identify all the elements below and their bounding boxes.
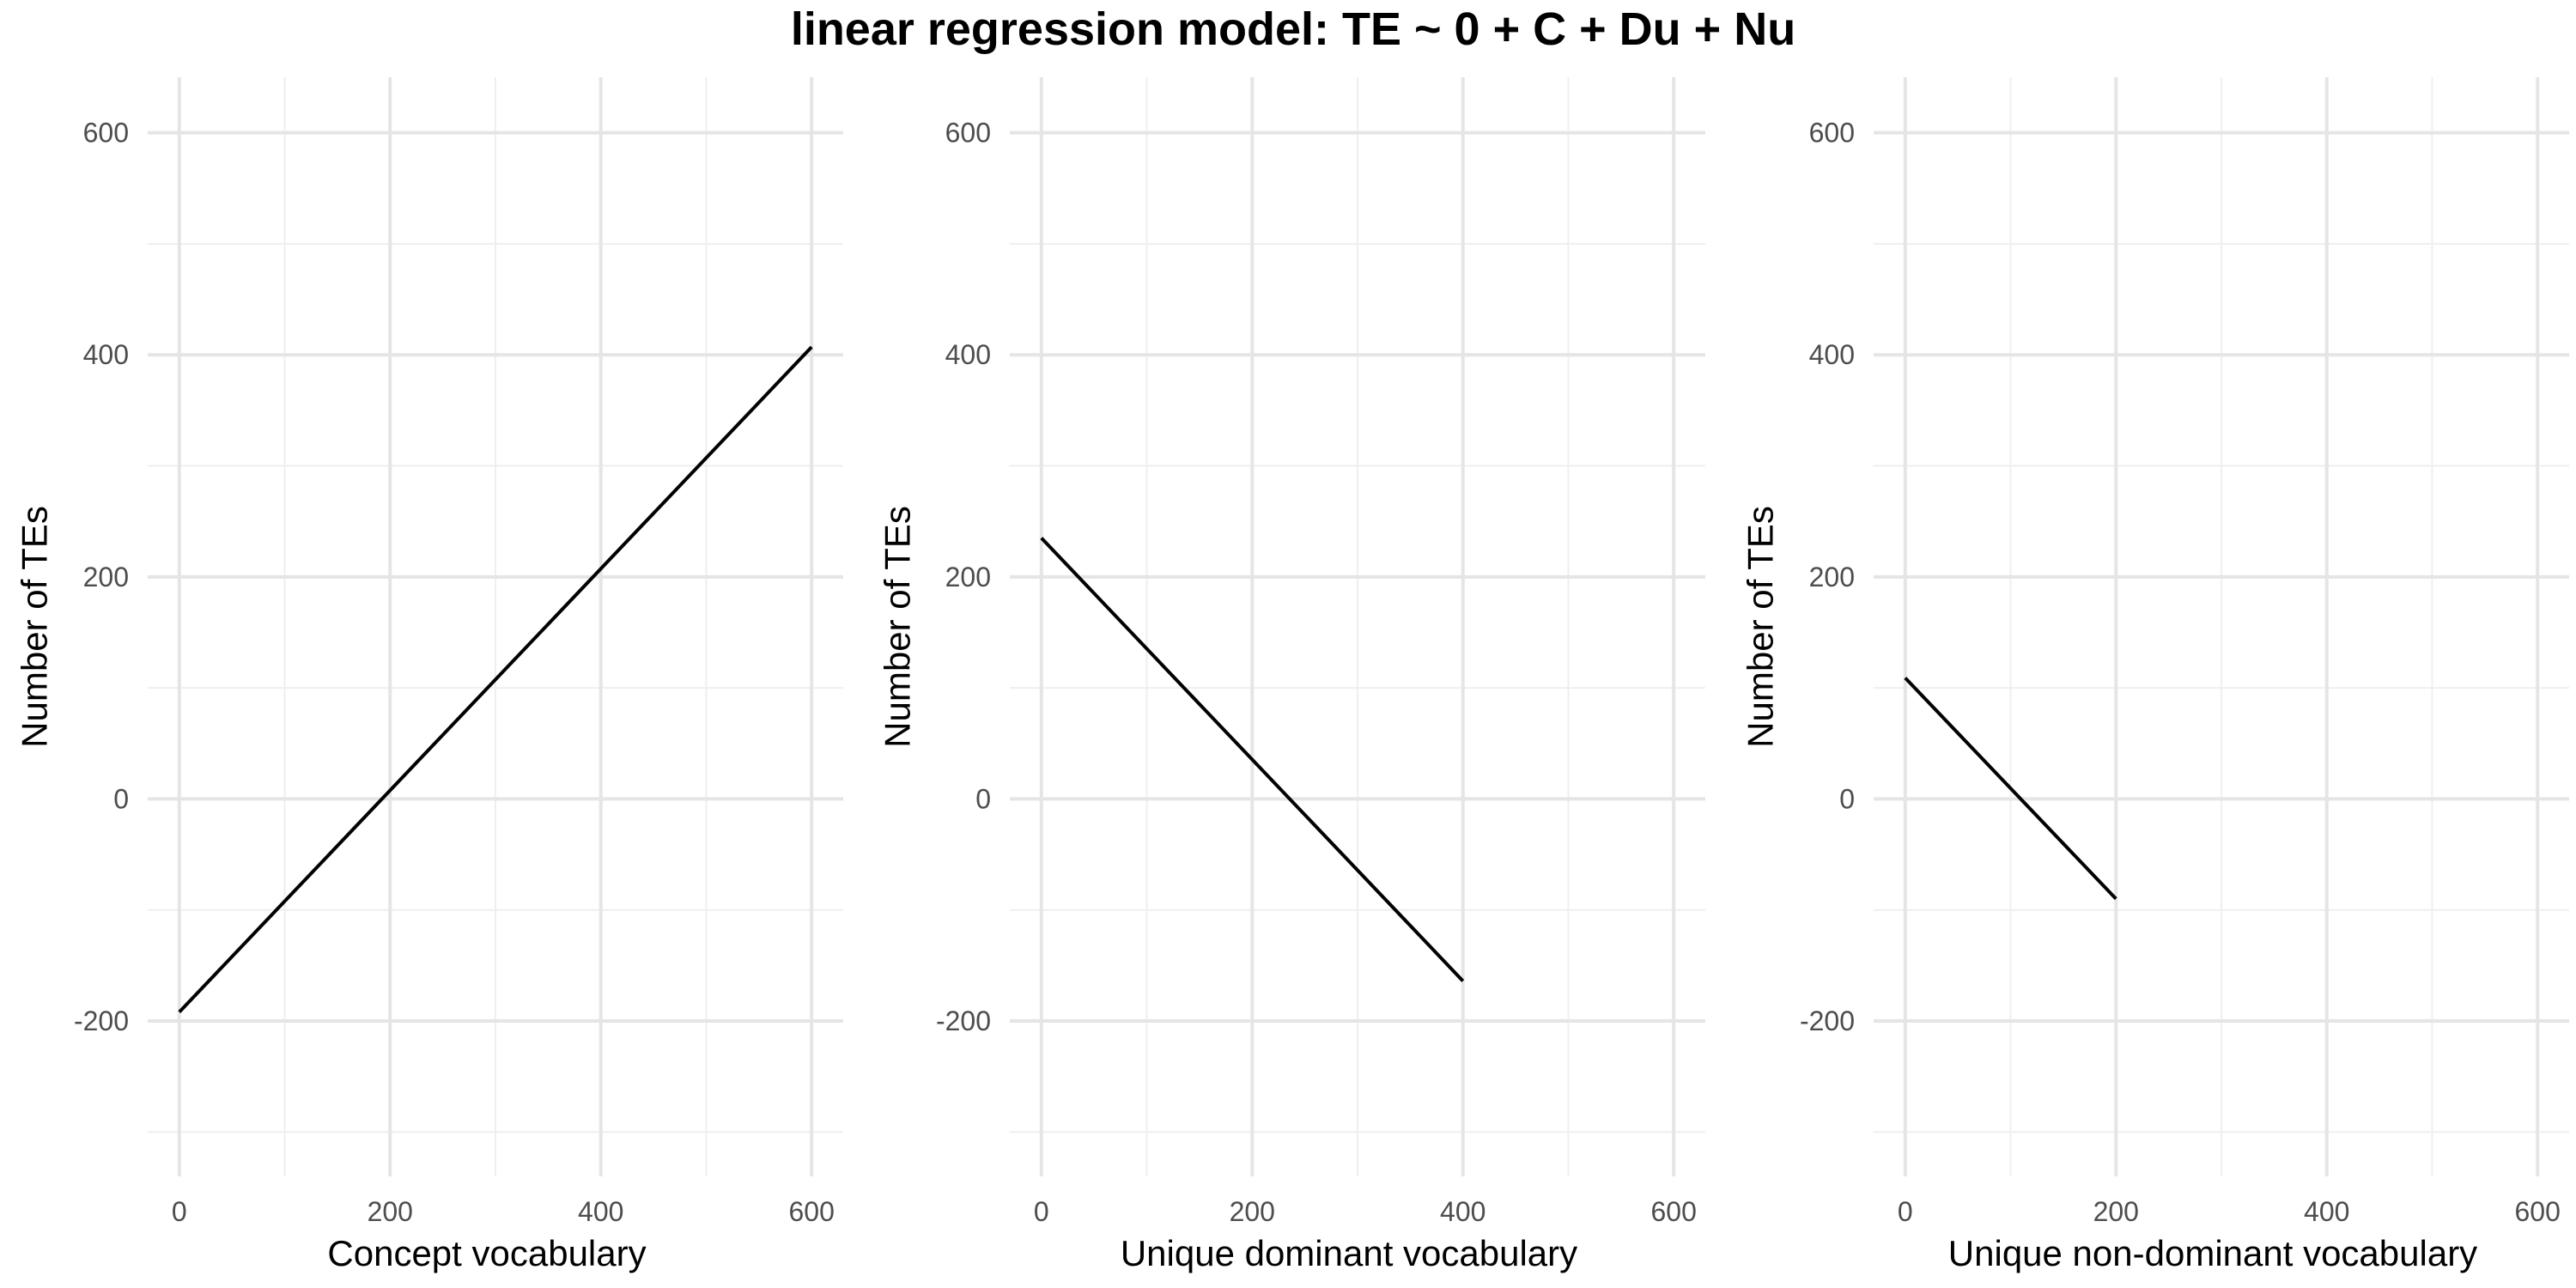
- y-axis-label: Number of TEs: [1741, 506, 1781, 748]
- panel-1: 0 200 400 600 -200 0 200 400 600 Concept vocabula…: [15, 77, 843, 1273]
- y-axis-label: Number of TEs: [15, 506, 55, 748]
- chart-panels: 0 200 400 600 -200 0 200 400 600 Concept vocabula…: [15, 77, 2569, 1273]
- x-tick-label: 400: [2304, 1196, 2349, 1227]
- y-tick-label: 0: [975, 783, 991, 814]
- y-tick-label: 400: [1809, 339, 1855, 370]
- chart-title: linear regression model: TE ~ 0 + C + Du…: [791, 3, 1795, 55]
- x-tick-label: 600: [1650, 1196, 1696, 1227]
- y-tick-label: 0: [113, 783, 129, 814]
- regression-line: [178, 345, 813, 1014]
- y-tick-label: 400: [83, 339, 129, 370]
- y-tick-label: 600: [1809, 118, 1855, 149]
- x-tick-label: 0: [1034, 1196, 1049, 1227]
- y-tick-label: 600: [945, 118, 991, 149]
- panel-2: 0 200 400 600 -200 0 200 400 600 Unique dominant …: [878, 77, 1705, 1273]
- panel-3: 0 200 400 600 -200 0 200 400 600 Unique non-domin…: [1741, 77, 2569, 1273]
- y-tick-label: -200: [1800, 1005, 1855, 1036]
- y-tick-label: 200: [1809, 562, 1855, 592]
- x-tick-label: 200: [368, 1196, 413, 1227]
- x-tick-label: 0: [1898, 1196, 1913, 1227]
- y-tick-label: -200: [936, 1005, 991, 1036]
- y-tick-label: 200: [83, 562, 129, 592]
- x-tick-label: 600: [2514, 1196, 2560, 1227]
- x-tick-label: 600: [788, 1196, 834, 1227]
- x-axis-label: Unique non-dominant vocabulary: [1948, 1233, 2477, 1273]
- y-tick-label: -200: [74, 1005, 129, 1036]
- y-tick-label: 600: [83, 118, 129, 149]
- x-axis-label: Unique dominant vocabulary: [1121, 1233, 1577, 1273]
- y-tick-label: 200: [945, 562, 991, 592]
- regression-line: [1040, 537, 1465, 982]
- x-tick-label: 400: [1440, 1196, 1485, 1227]
- y-tick-label: 0: [1839, 783, 1855, 814]
- x-tick-label: 200: [2093, 1196, 2139, 1227]
- y-axis-label: Number of TEs: [878, 506, 918, 748]
- x-axis-label: Concept vocabulary: [327, 1233, 646, 1273]
- x-tick-label: 400: [578, 1196, 623, 1227]
- y-tick-label: 400: [945, 339, 991, 370]
- x-tick-label: 200: [1230, 1196, 1275, 1227]
- regression-line: [1904, 677, 2117, 901]
- x-tick-label: 0: [172, 1196, 187, 1227]
